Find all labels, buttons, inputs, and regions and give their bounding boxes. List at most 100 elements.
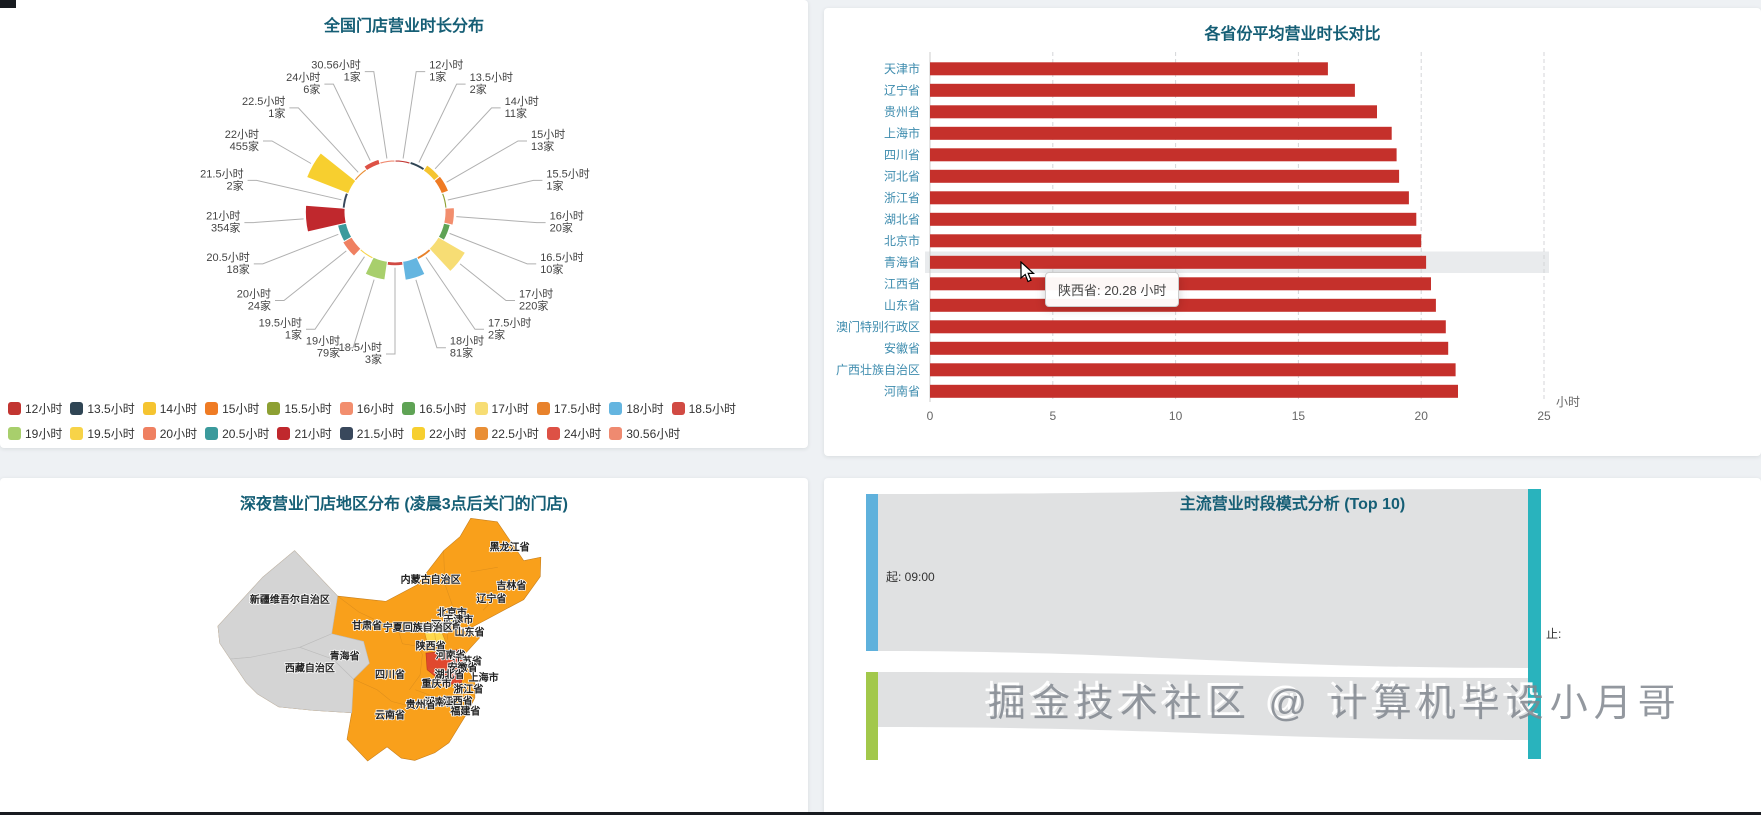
legend-swatch-icon <box>402 402 416 415</box>
legend-item-18.5小时[interactable]: 18.5小时 <box>671 400 736 417</box>
legend-item-22.5小时[interactable]: 22.5小时 <box>474 425 539 442</box>
legend-item-12小时[interactable]: 12小时 <box>8 400 62 417</box>
legend-label: 15小时 <box>222 402 260 416</box>
pie-sector-12小时[interactable] <box>394 159 412 165</box>
bar-贵州省[interactable] <box>930 105 1377 119</box>
pie-sector-17.5小时[interactable] <box>416 247 432 261</box>
pie-label: 21.5小时 2家 <box>200 167 243 192</box>
pie-label-line <box>244 218 304 224</box>
legend-item-30.56小时[interactable]: 30.56小时 <box>609 425 680 442</box>
pie-sector-20.5小时[interactable] <box>336 222 353 243</box>
pie-label: 12小时 1家 <box>429 59 463 84</box>
legend-item-18小时[interactable]: 18小时 <box>609 400 664 417</box>
bar-天津市[interactable] <box>930 62 1328 76</box>
sankey-flow-bottom[interactable] <box>878 672 1528 740</box>
bar-四川省[interactable] <box>930 148 1397 162</box>
map-label-贵州省: 贵州省 <box>406 698 436 711</box>
legend-item-17.5小时[interactable]: 17.5小时 <box>536 400 601 417</box>
bar-澳门特别行政区[interactable] <box>930 320 1446 334</box>
map-region-qinghai[interactable] <box>299 633 370 680</box>
pie-sector-18.5小时[interactable] <box>386 260 404 267</box>
legend-item-15小时[interactable]: 15小时 <box>205 400 259 417</box>
pie-sector-15小时[interactable] <box>433 175 450 195</box>
pie-label: 15.5小时 1家 <box>546 167 589 192</box>
pie-label: 24小时 6家 <box>286 71 320 96</box>
map-label-湖北省: 湖北省 <box>435 668 465 681</box>
legend-item-19.5小时[interactable]: 19.5小时 <box>70 425 135 442</box>
y-axis-label: 湖北省 <box>884 211 920 226</box>
legend-label: 16小时 <box>356 402 395 416</box>
bar-广西壮族自治区[interactable] <box>930 363 1456 377</box>
sankey-chart: 起: 09:00 止: <box>866 489 1561 760</box>
map-region-beijing-patch[interactable] <box>445 614 456 625</box>
legend-swatch-icon <box>546 427 560 440</box>
pie-label: 22小时 455家 <box>225 128 259 153</box>
sankey-node-start-2[interactable] <box>866 672 878 760</box>
bar-山东省[interactable] <box>930 298 1436 312</box>
map-label-河南省: 河南省 <box>436 649 466 662</box>
pie-sector-24小时[interactable] <box>363 158 381 172</box>
bar-辽宁省[interactable] <box>930 83 1355 97</box>
bar-上海市[interactable] <box>930 126 1392 140</box>
legend-swatch-icon <box>277 427 291 440</box>
bar-河北省[interactable] <box>930 169 1400 183</box>
pie-label-line <box>447 179 543 201</box>
pie-sector-17小时[interactable] <box>428 236 467 273</box>
legend-item-21小时[interactable]: 21小时 <box>277 425 332 442</box>
pie-sector-18小时[interactable] <box>401 256 426 281</box>
legend-item-21.5小时[interactable]: 21.5小时 <box>339 425 404 442</box>
pie-label-line <box>275 250 347 301</box>
bar-湖北省[interactable] <box>930 212 1417 226</box>
pie-sector-15.5小时[interactable] <box>440 192 448 209</box>
legend-item-17小时[interactable]: 17小时 <box>474 400 529 417</box>
y-axis-label: 上海市 <box>884 125 920 140</box>
sankey-node-end[interactable] <box>1528 489 1541 759</box>
bar-青海省[interactable] <box>930 255 1427 269</box>
pie-label-line <box>449 232 537 265</box>
legend-item-24小时[interactable]: 24小时 <box>546 425 602 442</box>
pie-sector-16小时[interactable] <box>443 207 455 226</box>
bar-浙江省[interactable] <box>930 191 1409 205</box>
map-label-安徽省: 安徽省 <box>447 661 477 674</box>
map-label-宁夏回族自治区: 宁夏回族自治区 <box>383 621 453 634</box>
legend-label: 19.5小时 <box>87 427 135 441</box>
bar-北京市[interactable] <box>930 234 1422 248</box>
map-label-山西省: 山西省 <box>419 621 449 634</box>
pie-sector-21.5小时[interactable] <box>341 191 350 209</box>
pie-sector-30.56小时[interactable] <box>378 159 396 165</box>
legend-label: 24小时 <box>563 427 602 441</box>
map-label-北京市: 北京市 <box>437 606 467 619</box>
corner-artifact <box>0 0 16 8</box>
legend-item-16.5小时[interactable]: 16.5小时 <box>402 400 467 417</box>
bar-安徽省[interactable] <box>930 341 1449 355</box>
sankey-flow-top[interactable] <box>878 489 1528 668</box>
map-region-hot-center[interactable] <box>425 649 466 686</box>
map-region-tibet[interactable] <box>229 647 354 714</box>
legend-swatch-icon <box>412 427 426 440</box>
legend-item-22小时[interactable]: 22小时 <box>412 425 467 442</box>
legend-item-16小时[interactable]: 16小时 <box>339 400 395 417</box>
pie-sector-19小时[interactable] <box>364 256 389 281</box>
y-axis-label: 天津市 <box>884 61 920 76</box>
sankey-node-start[interactable] <box>866 494 878 651</box>
legend-item-14小时[interactable]: 14小时 <box>142 400 197 417</box>
pie-sector-13.5小时[interactable] <box>409 160 426 172</box>
map-label-上海市: 上海市 <box>469 671 499 684</box>
legend-label: 18.5小时 <box>688 402 736 416</box>
bar-江西省[interactable] <box>930 277 1431 291</box>
map-label-浙江省: 浙江省 <box>453 683 483 696</box>
bar-河南省[interactable] <box>930 384 1458 398</box>
legend-item-20小时[interactable]: 20小时 <box>142 425 197 442</box>
legend-item-13.5小时[interactable]: 13.5小时 <box>70 400 135 417</box>
legend-item-15.5小时[interactable]: 15.5小时 <box>267 400 332 417</box>
pie-label: 15小时 13家 <box>531 128 565 153</box>
map-label-吉林省: 吉林省 <box>496 579 526 592</box>
legend-item-20.5小时[interactable]: 20.5小时 <box>205 425 269 442</box>
pie-sector-22小时[interactable] <box>305 152 357 195</box>
legend-swatch-icon <box>474 402 488 415</box>
map-label-江苏省: 江苏省 <box>452 654 482 667</box>
pie-label-line <box>415 279 446 349</box>
pie-sector-19.5小时[interactable] <box>358 247 374 260</box>
legend-item-19小时[interactable]: 19小时 <box>8 425 62 442</box>
x-axis-tick: 0 <box>927 409 934 423</box>
